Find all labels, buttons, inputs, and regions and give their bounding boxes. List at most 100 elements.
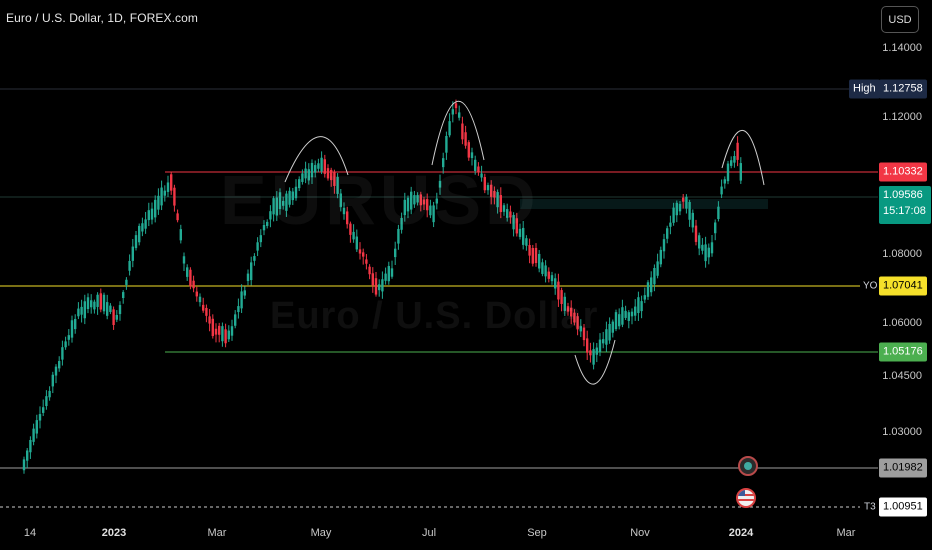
yearly-open-label: YO [863,280,878,292]
candle-body [307,169,310,181]
candle-body [176,213,179,221]
candle-body [138,225,141,243]
economic-event-icon[interactable] [738,456,758,476]
candle-body [662,239,666,252]
candle-body [506,209,509,218]
candle-body [682,197,685,202]
candle-body [515,218,518,234]
candle-body [717,206,720,220]
arc-may-top[interactable] [284,136,349,183]
us-flag-event-icon[interactable] [736,488,756,508]
candle-body [576,316,579,330]
candle-body [144,219,147,229]
chart-title: Euro / U.S. Dollar, 1D, FOREX.com [6,11,199,25]
candle-body [605,329,608,345]
candle-body [666,228,669,239]
candle-body [714,222,717,234]
candle-body [477,166,480,173]
candle-body [470,152,474,159]
candle-body [189,269,192,287]
candle-body [246,273,250,282]
bar-countdown: 15:17:08 [883,205,926,217]
candle-body [365,259,368,264]
candle-body [739,163,742,181]
arc-oct-bottom[interactable] [574,339,616,385]
arc-dec-top[interactable] [721,130,765,186]
candle-body [384,273,387,281]
candle-body [352,231,355,240]
candle-body [374,278,378,295]
candle-body [621,307,624,325]
candle-body [611,321,614,333]
candle-body [182,256,186,264]
candle-body [269,211,272,220]
candle-body [141,223,144,232]
candle-body [442,158,445,168]
candle-body [522,227,525,245]
candle-body [448,121,451,136]
candle-body [595,347,598,355]
candle-body [96,294,99,307]
candle-body [474,159,477,171]
currency-button[interactable]: USD [881,6,919,33]
candle-body [157,195,160,210]
candle-body [240,291,243,309]
candle-body [726,163,730,182]
candle-body [342,207,346,215]
candle-body [429,205,432,216]
candle-body [362,252,365,257]
candle-body [54,366,58,376]
candle-body [26,450,29,461]
candle-body [333,172,336,186]
candle-body [74,318,77,330]
candle-body [48,390,51,398]
candle-body [237,306,240,313]
candle-body [416,195,419,203]
candle-body [211,318,214,337]
arc-jul-top[interactable] [431,100,485,166]
candle-body [253,256,256,261]
candle-body [70,320,74,338]
candle-body [147,210,150,221]
candle-body [400,217,403,230]
candle-body [710,242,714,254]
candle-body [64,341,67,348]
candle-body [109,305,112,312]
price-tick-label: 1.04500 [882,370,922,382]
candle-body [698,235,701,249]
candle-body [118,305,122,315]
candle-body [589,350,592,356]
candle-body [35,420,38,434]
candle-body [227,330,230,340]
candle-body [99,293,102,310]
candle-body [688,202,691,220]
candle-body [301,173,304,182]
candle-body [131,246,134,261]
candle-body [275,197,278,216]
candle-body [262,225,266,231]
resistance-price-tag: 1.10332 [879,162,927,182]
candle-body [106,302,109,316]
candle-body [83,301,86,319]
candle-body [166,182,170,192]
candle-body [730,160,733,166]
candle-body [272,198,275,215]
candle-body [205,307,208,316]
candle-body [336,176,339,194]
candle-body [413,195,416,205]
candle-body [58,361,61,369]
candle-body [323,159,326,174]
time-tick-label: Mar [836,527,856,539]
candle-body [650,277,653,293]
candle-body [250,262,253,281]
candle-body [285,193,288,211]
candle-body [490,184,493,197]
candle-body [694,225,698,242]
candle-body [134,235,138,249]
candle-body [573,312,576,323]
candle-body [314,165,317,173]
candle-body [86,297,90,310]
candle-body [499,195,502,213]
candle-body [310,162,314,178]
